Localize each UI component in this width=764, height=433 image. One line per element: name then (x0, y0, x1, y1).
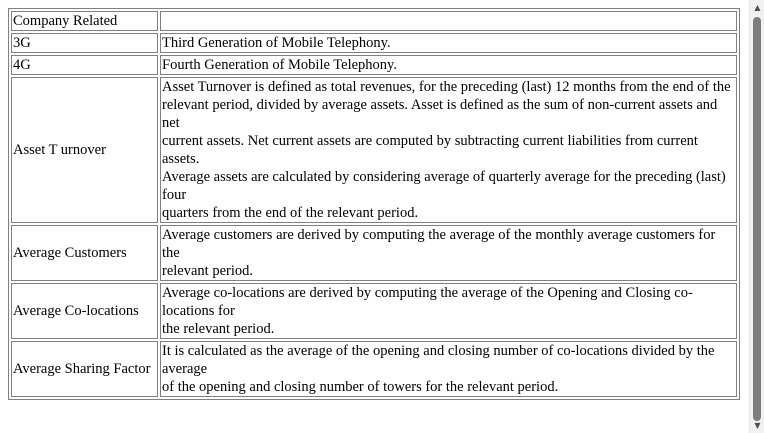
definition-line: Fourth Generation of Mobile Telephony. (162, 57, 397, 73)
definition-line: current assets. Net current assets are c… (162, 133, 698, 167)
term-cell: Asset T urnover (11, 77, 158, 223)
definition-cell: Fourth Generation of Mobile Telephony. (160, 55, 737, 75)
table-row: 4G Fourth Generation of Mobile Telephony… (11, 55, 737, 75)
scroll-up-arrow-icon[interactable]: ▲ (754, 3, 761, 12)
definition-line: relevant period. (162, 263, 253, 279)
definition-line: the relevant period. (162, 321, 275, 337)
term-cell: Average Sharing Factor (11, 341, 158, 397)
definition-line: It is calculated as the average of the o… (162, 343, 715, 377)
table-row: Average Co-locations Average co-location… (11, 283, 737, 339)
definition-line: of the opening and closing number of tow… (162, 379, 559, 395)
header-definition-cell (160, 11, 737, 31)
definition-cell: Asset Turnover is defined as total reven… (160, 77, 737, 223)
table-row: Average Customers Average customers are … (11, 225, 737, 281)
scrollbar-thumb[interactable] (753, 17, 761, 421)
scroll-down-arrow-icon[interactable]: ▼ (754, 421, 761, 430)
table-header-row: Company Related (11, 11, 737, 31)
definition-line: Average co-locations are derived by comp… (162, 285, 693, 319)
definition-cell: It is calculated as the average of the o… (160, 341, 737, 397)
definition-line: Asset Turnover is defined as total reven… (162, 79, 731, 95)
definition-line: Average assets are calculated by conside… (162, 169, 726, 203)
term-cell: Average Co-locations (11, 283, 158, 339)
header-term-cell: Company Related (11, 11, 158, 31)
term-cell: 4G (11, 55, 158, 75)
term-cell: 3G (11, 33, 158, 53)
definition-cell: Average customers are derived by computi… (160, 225, 737, 281)
term-cell: Average Customers (11, 225, 158, 281)
glossary-table: Company Related 3G Third Generation of M… (8, 8, 740, 400)
definition-cell: Third Generation of Mobile Telephony. (160, 33, 737, 53)
definition-cell: Average co-locations are derived by comp… (160, 283, 737, 339)
table-row: 3G Third Generation of Mobile Telephony. (11, 33, 737, 53)
definition-line: quarters from the end of the relevant pe… (162, 205, 419, 221)
vertical-scrollbar[interactable]: ▲ ▼ (749, 0, 764, 433)
table-row: Average Sharing Factor It is calculated … (11, 341, 737, 397)
table-row: Asset T urnover Asset Turnover is define… (11, 77, 737, 223)
definition-line: Average customers are derived by computi… (162, 227, 716, 261)
definition-line: relevant period, divided by average asse… (162, 97, 718, 131)
definition-line: Third Generation of Mobile Telephony. (162, 35, 391, 51)
